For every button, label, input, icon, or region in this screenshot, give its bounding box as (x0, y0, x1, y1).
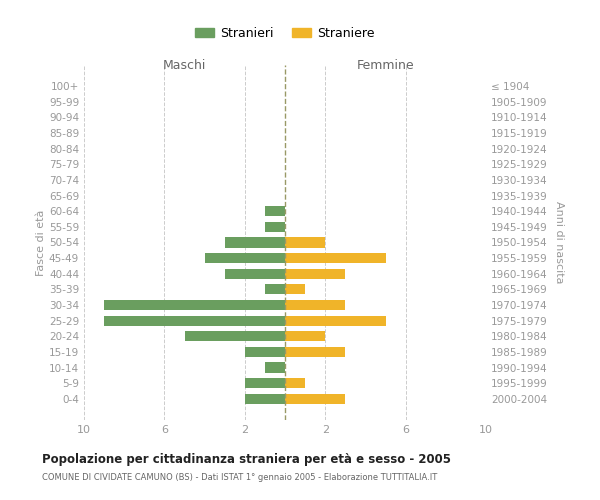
Y-axis label: Fasce di età: Fasce di età (36, 210, 46, 276)
Bar (285, 394, 346, 404)
Bar (245, 347, 285, 357)
Bar (185, 331, 285, 342)
Bar (205, 253, 285, 263)
Bar (245, 394, 285, 404)
Bar (265, 206, 285, 216)
Text: Popolazione per cittadinanza straniera per età e sesso - 2005: Popolazione per cittadinanza straniera p… (42, 452, 451, 466)
Legend: Stranieri, Straniere: Stranieri, Straniere (190, 22, 380, 44)
Bar (225, 238, 285, 248)
Text: Maschi: Maschi (163, 59, 206, 72)
Text: COMUNE DI CIVIDATE CAMUNO (BS) - Dati ISTAT 1° gennaio 2005 - Elaborazione TUTTI: COMUNE DI CIVIDATE CAMUNO (BS) - Dati IS… (42, 472, 437, 482)
Bar (104, 316, 285, 326)
Bar (245, 378, 285, 388)
Bar (265, 222, 285, 232)
Bar (285, 347, 346, 357)
Bar (285, 300, 346, 310)
Bar (285, 378, 305, 388)
Bar (285, 268, 346, 279)
Bar (285, 238, 325, 248)
Bar (265, 362, 285, 372)
Bar (225, 268, 285, 279)
Bar (285, 253, 386, 263)
Bar (285, 316, 386, 326)
Y-axis label: Anni di nascita: Anni di nascita (554, 201, 564, 284)
Text: Femmine: Femmine (356, 59, 415, 72)
Bar (285, 331, 325, 342)
Bar (265, 284, 285, 294)
Bar (285, 284, 305, 294)
Bar (104, 300, 285, 310)
